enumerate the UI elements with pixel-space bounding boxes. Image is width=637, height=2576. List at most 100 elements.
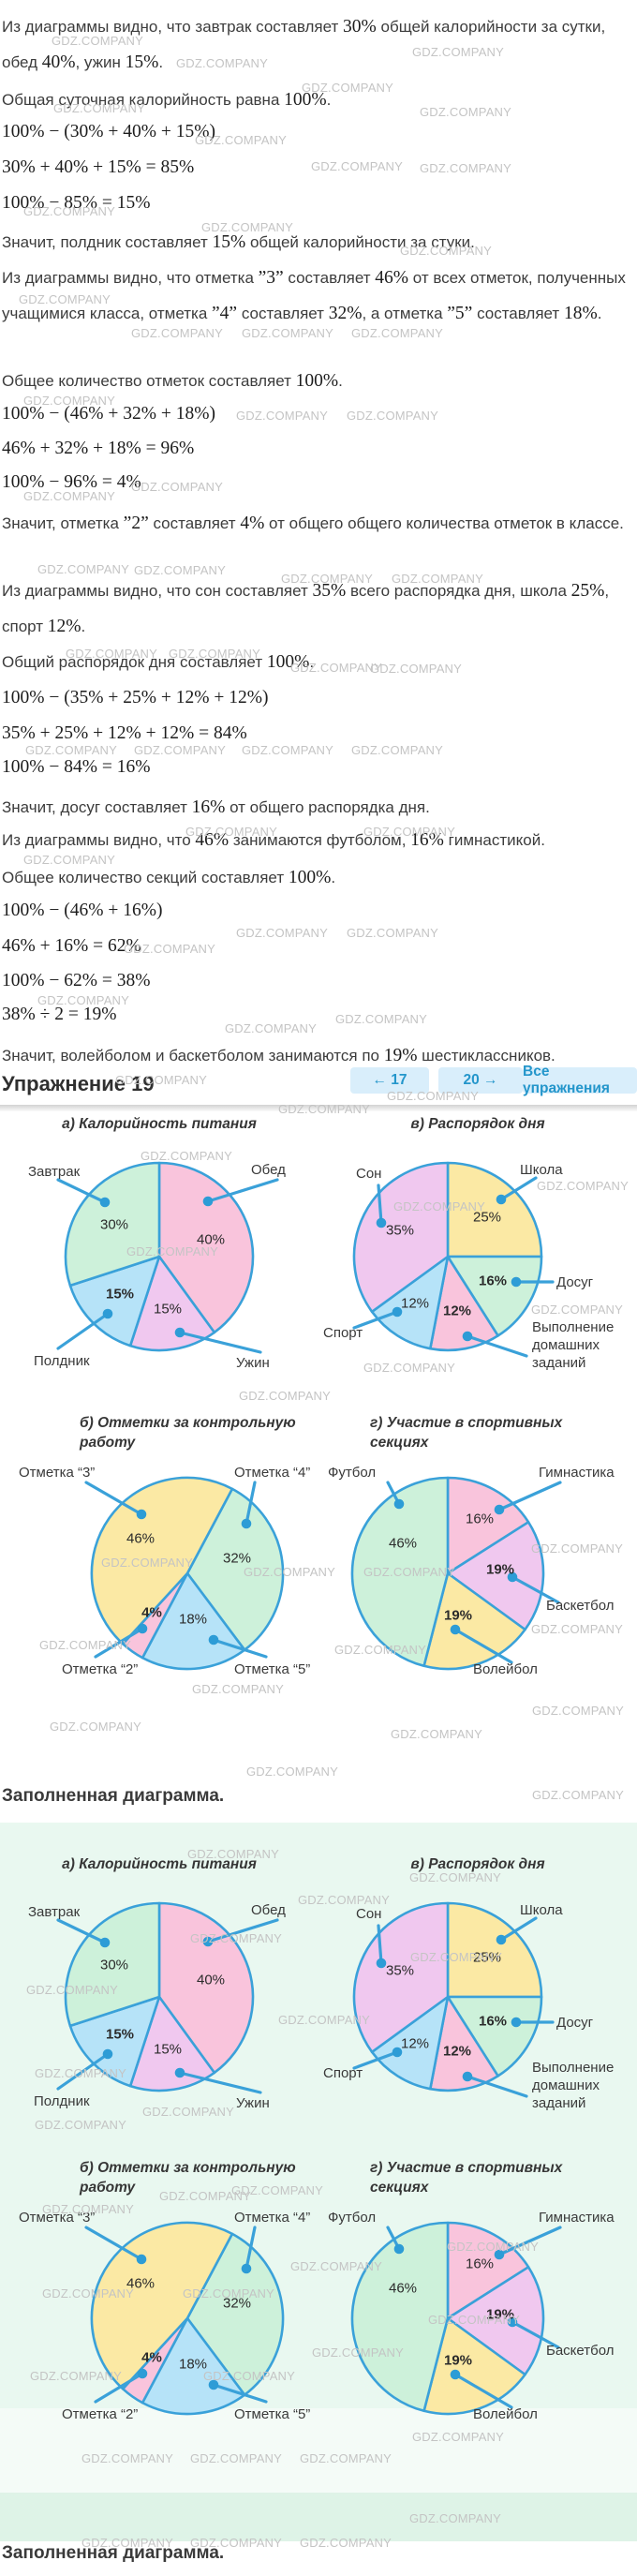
slice-percent-label: 30% bbox=[99, 1957, 129, 1973]
slice-percent-label: 15% bbox=[105, 1286, 135, 1303]
watermark: GDZ.COMPANY bbox=[81, 2451, 174, 2465]
watermark: GDZ.COMPANY bbox=[134, 563, 227, 577]
pie-chart-marks: б) Отметки за контрольную работу Отметка … bbox=[0, 2151, 318, 2443]
callout-line bbox=[453, 1628, 513, 1664]
pie-slice-yellow bbox=[422, 1571, 526, 1671]
pie-svg bbox=[84, 2221, 285, 2416]
pie-svg bbox=[350, 1476, 562, 1671]
pie-slice-lavender bbox=[352, 1901, 450, 2054]
chart-title: в) Распорядок дня bbox=[410, 1856, 545, 1872]
pie-slice-mint bbox=[350, 1476, 450, 1668]
watermark: GDZ.COMPANY bbox=[531, 1622, 624, 1636]
slice-percent-label: 4% bbox=[141, 1604, 162, 1621]
watermark: GDZ.COMPANY bbox=[412, 2430, 505, 2444]
slice-percent-label: 32% bbox=[222, 2295, 252, 2312]
slice-label: Полдник bbox=[34, 1353, 90, 1369]
slice-label: Отметка “3” bbox=[19, 2210, 96, 2226]
solution-line: 30% + 40% + 15% = 85% bbox=[2, 157, 195, 177]
callout-line bbox=[466, 2075, 528, 2098]
slice-percent-label: 46% bbox=[388, 2280, 418, 2297]
callout-line bbox=[244, 2226, 257, 2271]
callout-line bbox=[511, 1575, 560, 1604]
watermark: GDZ.COMPANY bbox=[312, 2345, 405, 2360]
filled-diagram-caption-1: Заполненная диаграмма. bbox=[2, 1786, 225, 1806]
solution-line: Общее количество отметок составляет 100%… bbox=[2, 371, 343, 391]
solution-line: 100% − (46% + 32% + 18%) bbox=[2, 404, 215, 424]
nav-next-button[interactable]: 20 → bbox=[438, 1067, 523, 1094]
slice-percent-label: 35% bbox=[385, 1222, 415, 1239]
watermark: GDZ.COMPANY bbox=[23, 489, 116, 503]
slice-label: Футбол bbox=[328, 1465, 377, 1481]
watermark: GDZ.COMPANY bbox=[420, 105, 512, 119]
callout-line bbox=[352, 2050, 399, 2070]
slice-label: Баскетбол bbox=[546, 2343, 615, 2359]
callout-line bbox=[499, 1916, 538, 1942]
pie-slice-lavender bbox=[128, 1255, 216, 1352]
solution-line: 100% − 62% = 38% bbox=[2, 971, 151, 990]
pie-slice-yellow bbox=[422, 2316, 526, 2416]
watermark: GDZ.COMPANY bbox=[410, 1950, 503, 1964]
pie-slice-blue bbox=[370, 1995, 450, 2091]
watermark: GDZ.COMPANY bbox=[50, 1720, 142, 1734]
slice-label: Досуг bbox=[556, 2015, 594, 2031]
slice-label: Футбол bbox=[328, 2210, 377, 2226]
figure2-band bbox=[0, 2493, 637, 2541]
callout-dot bbox=[462, 2071, 473, 2082]
solution-line: 46% + 16% = 62% bbox=[2, 936, 141, 956]
slice-percent-label: 32% bbox=[222, 1550, 252, 1567]
callout-line bbox=[377, 1184, 383, 1225]
watermark: GDZ.COMPANY bbox=[347, 926, 439, 940]
slice-percent-label: 15% bbox=[153, 1301, 183, 1318]
callout-dot bbox=[496, 1934, 507, 1945]
callout-dot bbox=[450, 1624, 461, 1635]
slice-percent-label: 19% bbox=[485, 1561, 515, 1578]
solution-line: Из диаграммы видно, что отметка ”3” сост… bbox=[2, 268, 626, 323]
watermark: GDZ.COMPANY bbox=[35, 2118, 127, 2132]
watermark: GDZ.COMPANY bbox=[176, 56, 269, 70]
pie-slice-pink bbox=[446, 1476, 530, 1575]
pie-slice-pink bbox=[429, 1255, 499, 1352]
callout-line bbox=[178, 2071, 262, 2094]
watermark: GDZ.COMPANY bbox=[244, 1565, 336, 1579]
callout-dot bbox=[494, 2249, 505, 2260]
callout-dot bbox=[507, 2316, 518, 2328]
watermark: GDZ.COMPANY bbox=[391, 1727, 483, 1741]
pie-slice-lavender bbox=[128, 1995, 216, 2092]
watermark: GDZ.COMPANY bbox=[400, 244, 493, 258]
pie-chart-daily-routine: в) Распорядок дня Школа 25% Досуг 16% Выполне… bbox=[318, 1110, 637, 1406]
watermark: GDZ.COMPANY bbox=[409, 1870, 502, 1884]
solution-line: 38% ÷ 2 = 19% bbox=[2, 1005, 117, 1024]
callout-dot bbox=[496, 1194, 507, 1205]
watermark: GDZ.COMPANY bbox=[201, 220, 294, 234]
callout-dot bbox=[137, 2368, 148, 2379]
watermark: GDZ.COMPANY bbox=[300, 2536, 393, 2550]
callout-dot bbox=[511, 1276, 522, 1288]
nav-prev-button[interactable]: ← 17 bbox=[350, 1067, 429, 1094]
slice-label: Отметка “5” bbox=[234, 1661, 311, 1677]
watermark: GDZ.COMPANY bbox=[37, 993, 130, 1007]
solution-line: Из диаграммы видно, что сон составляет 3… bbox=[2, 581, 610, 636]
watermark: GDZ.COMPANY bbox=[393, 1199, 486, 1214]
slice-label: Волейбол bbox=[473, 1661, 538, 1677]
slice-percent-label: 25% bbox=[472, 1209, 502, 1226]
watermark: GDZ.COMPANY bbox=[412, 45, 505, 59]
slice-percent-label: 40% bbox=[196, 1972, 226, 1988]
watermark: GDZ.COMPANY bbox=[532, 1704, 625, 1718]
pie-slice-yellow bbox=[90, 2221, 234, 2390]
slice-label: Сон bbox=[356, 1166, 382, 1182]
watermark: GDZ.COMPANY bbox=[183, 2286, 275, 2301]
watermark: GDZ.COMPANY bbox=[225, 1021, 318, 1035]
figure-top-divider bbox=[0, 1105, 637, 1111]
slice-label: Сон bbox=[356, 1906, 382, 1922]
nav-all-exercises-button[interactable]: Все упражнения bbox=[523, 1064, 637, 1096]
callout-dot bbox=[202, 1936, 214, 1947]
watermark: GDZ.COMPANY bbox=[53, 101, 146, 115]
solution-line: 100% − 84% = 16% bbox=[2, 757, 151, 777]
watermark: GDZ.COMPANY bbox=[26, 1983, 119, 1997]
watermark: GDZ.COMPANY bbox=[335, 1012, 428, 1026]
slice-label: Отметка “4” bbox=[234, 2210, 311, 2226]
solution-line: 46% + 32% + 18% = 96% bbox=[2, 439, 195, 458]
watermark: GDZ.COMPANY bbox=[242, 743, 334, 757]
callout-dot bbox=[376, 1958, 387, 1969]
